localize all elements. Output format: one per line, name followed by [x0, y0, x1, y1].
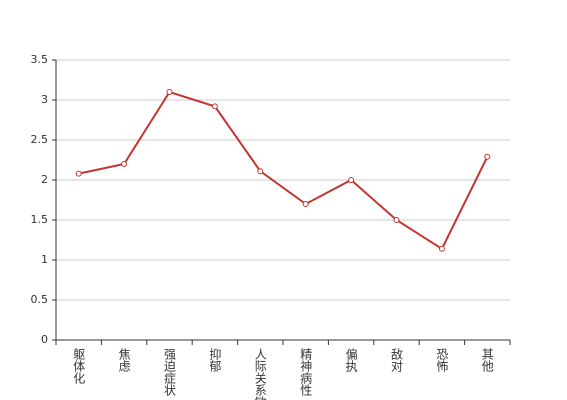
x-tick-label: 人际关系敏感 [253, 348, 267, 400]
point [438, 245, 445, 252]
x-tick-label: 焦虑 [117, 348, 131, 372]
y-tick-label: 1 [41, 253, 48, 266]
x-tick-label: 敌对 [390, 347, 404, 372]
line [78, 90, 489, 251]
point [484, 153, 491, 160]
y-tick-label: 3.5 [31, 53, 49, 66]
x-tick-label: 精神病性 [299, 348, 313, 397]
x-tick-label: 抑郁 [208, 347, 222, 373]
x-tick-label: 强迫症状 [163, 348, 177, 396]
x-tick-label: 其他 [480, 348, 494, 372]
y-tick-label: 2 [41, 173, 48, 186]
point [393, 217, 400, 223]
x-tick-label: 偏执 [344, 347, 358, 373]
point [302, 201, 309, 207]
y-tick-label: 1.5 [31, 213, 49, 226]
point [166, 89, 173, 95]
y-tick-label: 0 [41, 333, 48, 346]
point [348, 177, 355, 183]
point [75, 170, 82, 177]
y-tick-label: 3 [41, 93, 48, 106]
y-tick-label: 2.5 [31, 133, 49, 146]
x-tick-label: 恐怖 [435, 348, 449, 372]
point [257, 168, 264, 175]
point [121, 161, 128, 167]
x-tick-label: 躯体化 [72, 347, 86, 385]
y-tick-label: 0.5 [31, 293, 49, 306]
point [211, 103, 218, 110]
